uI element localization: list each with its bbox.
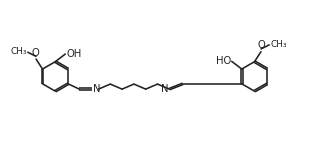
Text: O: O xyxy=(258,40,266,50)
Text: OH: OH xyxy=(66,49,82,59)
Text: N: N xyxy=(93,84,101,94)
Text: O: O xyxy=(32,48,39,58)
Text: N: N xyxy=(161,84,168,94)
Text: HO: HO xyxy=(215,56,231,66)
Text: CH₃: CH₃ xyxy=(11,47,27,56)
Text: CH₃: CH₃ xyxy=(270,40,287,49)
